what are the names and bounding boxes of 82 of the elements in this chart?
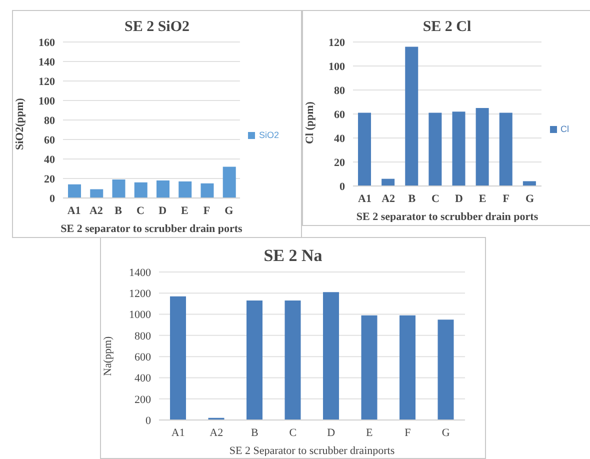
- bar: [170, 296, 186, 420]
- bar: [361, 315, 378, 420]
- bar: [134, 182, 148, 198]
- bar: [90, 189, 104, 198]
- bar: [112, 179, 126, 198]
- x-axis-title: SE 2 Separator to scrubber drainports: [229, 445, 395, 457]
- y-tick-label: 100: [328, 60, 346, 73]
- y-tick-label: 1200: [129, 288, 152, 300]
- x-tick-label: A1: [67, 204, 81, 217]
- x-tick-label: D: [455, 192, 464, 205]
- x-axis-title: SE 2 separator to scrubber drain ports: [60, 223, 244, 235]
- x-axis-title: SE 2 separator to scrubber drain ports: [356, 211, 539, 223]
- x-tick-label: B: [114, 204, 123, 217]
- x-tick-label: C: [136, 204, 144, 217]
- y-tick-label: 60: [44, 134, 56, 146]
- y-axis-title: Na(ppm): [102, 336, 114, 376]
- y-tick-label: 600: [134, 351, 152, 364]
- x-tick-label: C: [431, 192, 440, 205]
- x-tick-label: B: [250, 426, 258, 439]
- y-tick-label: 100: [38, 95, 56, 108]
- bar: [405, 46, 418, 186]
- y-tick-label: 400: [134, 372, 152, 385]
- bar: [323, 292, 339, 420]
- y-tick-label: 0: [50, 192, 56, 205]
- bar: [522, 181, 536, 186]
- bar: [200, 183, 214, 198]
- x-tick-label: F: [502, 192, 510, 205]
- x-tick-label: G: [442, 426, 450, 439]
- bar: [178, 181, 192, 198]
- y-tick-label: 120: [328, 36, 346, 49]
- y-tick-label: 0: [340, 180, 346, 193]
- y-axis-title: Cl (ppm): [304, 101, 316, 144]
- x-tick-label: A2: [382, 192, 396, 205]
- y-tick-label: 80: [334, 84, 346, 97]
- y-tick-label: 800: [134, 330, 152, 342]
- y-tick-label: 0: [146, 414, 152, 427]
- y-tick-label: 200: [134, 394, 152, 406]
- bar: [68, 184, 81, 198]
- x-tick-label: A2: [210, 426, 224, 439]
- bar: [476, 108, 489, 186]
- bar: [284, 300, 301, 420]
- x-tick-label: E: [366, 426, 374, 439]
- x-tick-label: C: [289, 426, 297, 439]
- x-tick-label: E: [478, 192, 486, 205]
- y-tick-label: 40: [334, 132, 346, 145]
- y-axis-title: SiO2(ppm): [14, 98, 26, 150]
- bar: [499, 112, 512, 186]
- y-tick-label: 160: [38, 36, 56, 49]
- x-tick-label: A2: [89, 204, 104, 217]
- x-tick-label: D: [327, 426, 336, 439]
- chart-title: SE 2 Na: [262, 246, 324, 266]
- chart-title: SE 2 SiO2: [123, 19, 191, 36]
- y-tick-label: 80: [44, 114, 56, 127]
- y-tick-label: 140: [38, 56, 56, 68]
- bar: [246, 300, 262, 420]
- y-tick-label: 40: [44, 154, 56, 166]
- bar: [400, 315, 416, 420]
- bar: [358, 112, 371, 186]
- legend-label: Cl: [560, 124, 569, 134]
- x-tick-label: E: [181, 204, 188, 217]
- bar: [452, 112, 466, 186]
- x-tick-label: B: [408, 192, 416, 205]
- bar: [156, 180, 170, 198]
- y-tick-label: 20: [44, 173, 56, 186]
- x-tick-label: F: [203, 204, 210, 217]
- x-tick-label: A1: [358, 192, 372, 205]
- y-tick-label: 1400: [129, 266, 152, 279]
- chart-title: SE 2 Cl: [422, 19, 472, 36]
- x-tick-label: A1: [171, 426, 185, 439]
- bar: [438, 320, 454, 420]
- bar: [382, 178, 395, 186]
- bar: [222, 166, 236, 198]
- y-tick-label: 20: [334, 156, 346, 169]
- x-tick-label: G: [224, 204, 234, 217]
- y-tick-label: 1000: [129, 309, 152, 322]
- legend-label: SiO2: [258, 130, 279, 140]
- x-tick-label: D: [158, 204, 167, 217]
- y-tick-label: 60: [334, 108, 346, 121]
- y-tick-label: 120: [38, 76, 56, 88]
- x-tick-label: F: [404, 426, 411, 439]
- bar: [428, 112, 442, 186]
- x-tick-label: G: [525, 192, 534, 205]
